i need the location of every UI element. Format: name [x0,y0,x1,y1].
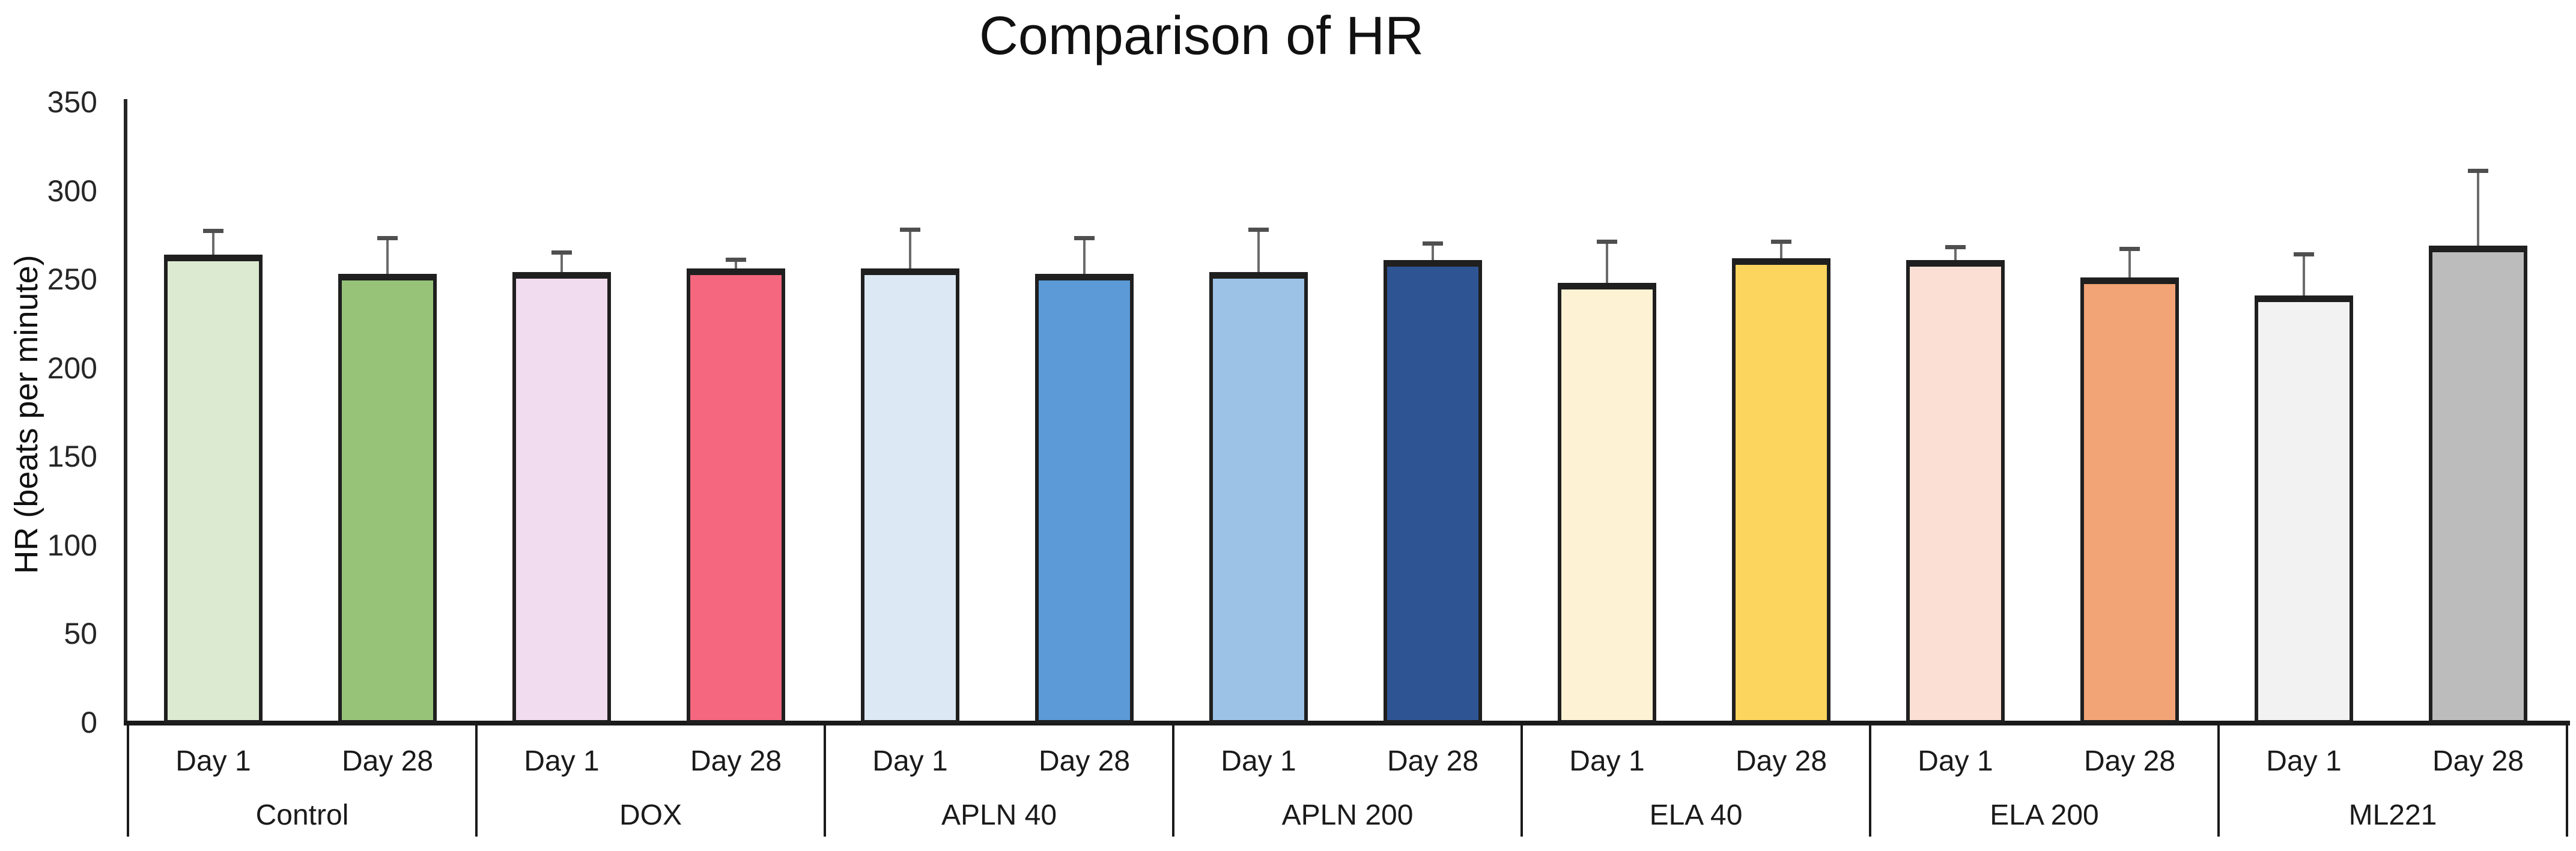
bar [1906,259,2005,724]
y-tick-label: 250 [47,262,97,297]
error-bar-cap [1423,241,1443,246]
bar [1384,259,1482,724]
error-bar [2128,249,2131,280]
error-bar-cap [2294,252,2314,256]
y-tick-label: 0 [80,706,97,739]
error-bar [560,252,563,275]
day-label: Day 1 [1569,745,1645,777]
bar [2429,246,2527,724]
day-label: Day 1 [1221,745,1296,777]
error-bar-cap [203,229,223,234]
error-bar [1954,247,1957,262]
group-label: APLN 200 [1281,799,1414,831]
bar [1732,258,1830,724]
day-label: Day 28 [2432,745,2524,777]
error-bar-cap [1248,227,1269,232]
group-divider [127,722,129,837]
error-bar [386,238,389,277]
error-bar-cap [726,257,746,262]
error-bar [212,231,214,257]
group-label: ELA 200 [1990,799,2099,831]
group-label: ELA 40 [1649,799,1743,831]
group-divider [2217,722,2220,837]
y-tick-label: 200 [47,351,97,385]
error-bar [1432,244,1434,262]
error-bar-cap [551,250,572,255]
day-label: Day 28 [341,745,434,777]
error-bar [735,259,737,271]
day-label: Day 1 [175,745,251,777]
y-axis-title: HR (beats per minute) [8,255,44,574]
error-bar [909,229,911,271]
group-divider [824,722,826,837]
error-bar [2303,254,2305,298]
error-bar-cap [1771,240,1791,244]
day-label: Day 1 [1918,745,1993,777]
bar [2080,277,2179,724]
error-bar [2477,171,2479,249]
group-divider [1869,722,1871,837]
group-divider [2566,722,2568,837]
error-bar [1780,242,1782,261]
error-bar [1606,242,1608,286]
y-tick-label: 150 [47,440,97,474]
bar [1558,283,1656,724]
error-bar-cap [2119,246,2140,251]
bar [2255,295,2353,724]
error-bar-cap [2468,169,2488,174]
y-tick-label: 100 [47,528,97,562]
error-bar-cap [900,227,920,232]
day-label: Day 28 [690,745,782,777]
chart-title: Comparison of HR [979,6,1424,66]
bar [861,268,959,724]
y-tick-label: 300 [47,174,97,208]
day-label: Day 1 [524,745,600,777]
group-label: ML221 [2348,799,2437,831]
error-bar-cap [1074,236,1095,241]
group-divider [1172,722,1174,837]
bar [512,272,611,724]
group-divider [475,722,478,837]
error-bar-cap [1945,245,1966,250]
bar [687,268,785,724]
error-bar-cap [377,236,398,241]
y-tick-label: 350 [47,85,97,119]
day-label: Day 1 [2266,745,2342,777]
bar [1209,272,1308,724]
y-tick-label: 50 [64,617,97,651]
error-bar-cap [1597,240,1617,244]
day-label: Day 1 [872,745,948,777]
bar [1035,274,1134,724]
day-label: Day 28 [1735,745,1827,777]
day-label: Day 28 [2083,745,2176,777]
bar [164,254,263,724]
group-label: DOX [619,799,682,831]
day-label: Day 28 [1038,745,1131,777]
group-label: Control [255,799,349,831]
error-bar [1083,238,1086,277]
y-axis-line [124,99,127,725]
day-label: Day 28 [1387,745,1479,777]
group-label: APLN 40 [941,799,1057,831]
group-divider [1520,722,1523,837]
error-bar [1257,229,1260,275]
x-axis-baseline [124,721,2570,725]
bar [338,274,437,724]
